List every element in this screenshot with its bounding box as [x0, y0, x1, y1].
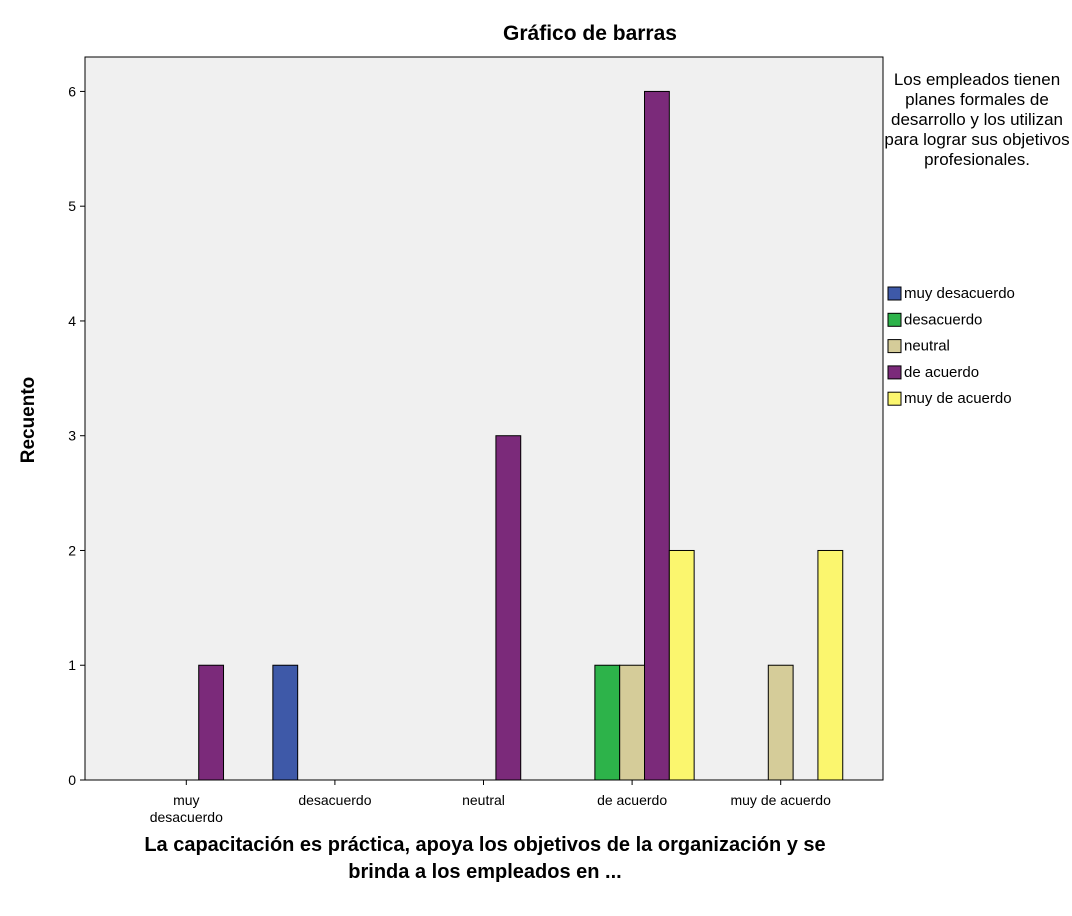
- y-tick-label: 5: [68, 198, 76, 214]
- legend-swatch: [887, 312, 902, 327]
- bar: [817, 549, 844, 781]
- legend-label: muy desacuerdo: [904, 285, 1015, 302]
- y-tick-label: 3: [68, 428, 76, 444]
- x-tick-label: de acuerdo: [597, 792, 667, 808]
- legend-label: neutral: [904, 338, 950, 355]
- y-tick-label: 6: [68, 83, 76, 99]
- x-tick-label: neutral: [462, 792, 505, 808]
- x-tick-label: muy de acuerdo: [730, 792, 831, 808]
- bar: [198, 664, 225, 781]
- legend-swatch: [887, 365, 902, 380]
- y-tick-label: 4: [68, 313, 76, 329]
- bar: [644, 90, 670, 781]
- x-tick-label: muy desacuerdo: [150, 792, 223, 825]
- bar: [767, 664, 794, 781]
- bar: [495, 435, 522, 781]
- y-tick-label: 1: [68, 657, 76, 673]
- y-tick-label: 0: [68, 772, 76, 788]
- y-tick-label: 2: [68, 542, 76, 558]
- plot-area: [84, 56, 884, 781]
- bar: [619, 664, 646, 781]
- legend-title: Los empleados tienen planes formales de …: [884, 70, 1070, 169]
- legend-label: desacuerdo: [904, 311, 982, 328]
- y-axis-label: Recuento: [18, 377, 39, 464]
- legend-swatch: [887, 286, 902, 301]
- x-tick-label: desacuerdo: [298, 792, 371, 808]
- bar: [668, 549, 695, 781]
- bar: [594, 664, 621, 781]
- legend-label: muy de acuerdo: [904, 390, 1012, 407]
- x-axis-label: La capacitación es práctica, apoya los o…: [144, 834, 826, 883]
- legend-swatch: [887, 391, 902, 406]
- chart-title: Gráfico de barras: [503, 22, 677, 45]
- legend-swatch: [887, 339, 902, 354]
- legend-label: de acuerdo: [904, 364, 979, 381]
- bar: [272, 664, 299, 781]
